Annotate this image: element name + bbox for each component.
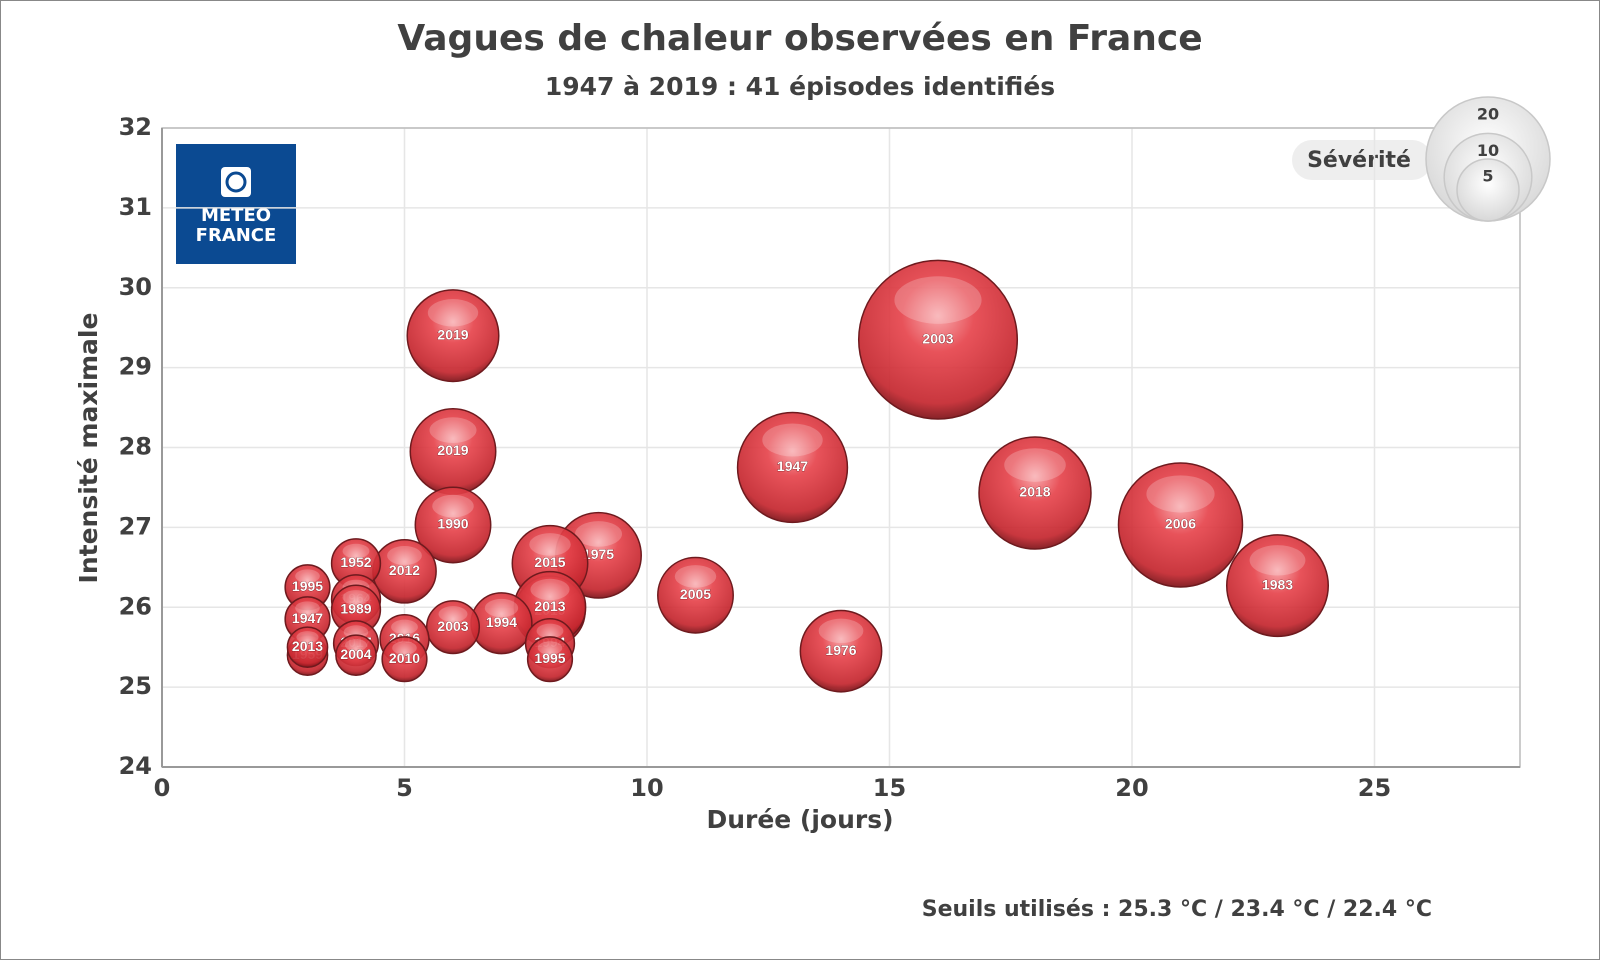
bubble-label: 2015 bbox=[534, 554, 565, 570]
x-tick-label: 20 bbox=[1115, 774, 1148, 802]
x-tick-label: 0 bbox=[154, 774, 171, 802]
bubble bbox=[657, 556, 734, 634]
size-legend-pill bbox=[1292, 140, 1432, 180]
bubble-label: 1990 bbox=[437, 516, 468, 532]
bubble-label: 1995 bbox=[292, 578, 323, 594]
bubble-label: 2006 bbox=[1165, 516, 1196, 532]
bubble-highlight bbox=[427, 299, 479, 327]
bubble-highlight bbox=[296, 631, 319, 644]
bubble-label: 2010 bbox=[389, 650, 420, 666]
bubble-highlight bbox=[1004, 448, 1066, 482]
bubble bbox=[335, 634, 377, 677]
bubble bbox=[526, 636, 574, 683]
bubble-highlight bbox=[1146, 475, 1215, 513]
bubble bbox=[1117, 462, 1244, 588]
size-legend-label: 20 bbox=[1477, 105, 1499, 124]
bubble-highlight bbox=[342, 543, 370, 559]
bubble-label: 2005 bbox=[680, 586, 711, 602]
bubble-label: 2018 bbox=[1019, 484, 1050, 500]
bubble bbox=[381, 636, 428, 683]
bubble-highlight bbox=[342, 590, 370, 605]
size-legend-label: 10 bbox=[1477, 141, 1499, 160]
size-legend-label: 5 bbox=[1482, 167, 1493, 186]
bubble-highlight bbox=[818, 618, 864, 644]
bubble-label: 1947 bbox=[292, 610, 323, 626]
bubble bbox=[799, 609, 883, 693]
bubble bbox=[1226, 534, 1329, 638]
y-axis-title: Intensité maximale bbox=[74, 313, 103, 584]
bubble-label: 2019 bbox=[437, 326, 468, 342]
y-tick-label: 24 bbox=[119, 752, 152, 780]
x-tick-label: 25 bbox=[1358, 774, 1391, 802]
logo-box bbox=[176, 144, 296, 264]
bubble-label: 1995 bbox=[534, 650, 565, 666]
bubble-highlight bbox=[530, 578, 570, 601]
bubble-highlight bbox=[484, 598, 519, 618]
bubble-highlight bbox=[391, 619, 418, 635]
y-tick-label: 27 bbox=[119, 512, 152, 540]
size-legend-circle bbox=[1456, 158, 1520, 222]
bubble-highlight bbox=[344, 639, 368, 652]
size-legend-title: Sévérité bbox=[1307, 148, 1411, 173]
bubble-highlight bbox=[674, 565, 717, 588]
bubble-highlight bbox=[1249, 545, 1306, 576]
bubble-highlight bbox=[537, 641, 563, 655]
bubble-highlight bbox=[438, 606, 468, 622]
x-axis-title: Durée (jours) bbox=[706, 805, 893, 834]
bubble bbox=[978, 436, 1092, 550]
bubble-highlight bbox=[894, 276, 982, 324]
y-tick-label: 29 bbox=[119, 353, 152, 381]
x-tick-label: 15 bbox=[873, 774, 906, 802]
bubble bbox=[414, 486, 492, 564]
bubble bbox=[286, 626, 329, 669]
logo-text: FRANCE bbox=[196, 225, 277, 246]
bubble-label: 2013 bbox=[292, 638, 323, 654]
bubble-highlight bbox=[429, 417, 477, 443]
bubble-label: 1994 bbox=[486, 614, 517, 630]
y-tick-label: 32 bbox=[119, 113, 152, 141]
bubble-highlight bbox=[295, 569, 320, 583]
logo-icon bbox=[221, 167, 251, 197]
bubble-label: 1983 bbox=[1262, 576, 1293, 592]
bubble bbox=[736, 411, 849, 524]
footnote: Seuils utilisés : 25.3 °C / 23.4 °C / 22… bbox=[922, 897, 1432, 922]
bubble-highlight bbox=[432, 494, 474, 518]
bubble-label: 1952 bbox=[340, 554, 371, 570]
y-tick-label: 26 bbox=[119, 592, 152, 620]
bubble-highlight bbox=[387, 546, 422, 565]
bubble bbox=[406, 289, 500, 383]
bubble-label: 2013 bbox=[534, 598, 565, 614]
bubble-label: 2012 bbox=[389, 562, 420, 578]
bubble-label: 2003 bbox=[437, 618, 468, 634]
bubble-highlight bbox=[529, 533, 571, 556]
bubble-highlight bbox=[295, 601, 320, 615]
bubble-highlight bbox=[574, 521, 623, 547]
bubble-label: 1975 bbox=[583, 546, 614, 562]
bubble-highlight bbox=[536, 623, 564, 639]
bubble-label: 2003 bbox=[922, 330, 953, 346]
bubble-label: 2019 bbox=[437, 442, 468, 458]
y-tick-label: 30 bbox=[119, 273, 152, 301]
bubble-label: 2004 bbox=[340, 646, 371, 662]
logo-text: METEO bbox=[201, 205, 271, 226]
x-tick-label: 5 bbox=[396, 774, 413, 802]
logo: METEO FRANCE bbox=[176, 144, 296, 264]
chart-subtitle: 1947 à 2019 : 41 épisodes identifiés bbox=[545, 72, 1055, 101]
x-tick-label: 10 bbox=[630, 774, 663, 802]
y-tick-label: 25 bbox=[119, 672, 152, 700]
bubble-label: 1976 bbox=[825, 642, 856, 658]
bubble bbox=[857, 259, 1019, 420]
bubble-highlight bbox=[762, 423, 823, 457]
bubble-label: 1989 bbox=[340, 600, 371, 616]
bubble-highlight bbox=[392, 641, 417, 655]
bubble-label: 1947 bbox=[777, 458, 808, 474]
y-tick-label: 31 bbox=[119, 193, 152, 221]
chart-title: Vagues de chaleur observées en France bbox=[397, 18, 1202, 59]
logo-icon-ring bbox=[225, 171, 247, 193]
y-tick-label: 28 bbox=[119, 433, 152, 461]
bubble bbox=[425, 600, 481, 655]
